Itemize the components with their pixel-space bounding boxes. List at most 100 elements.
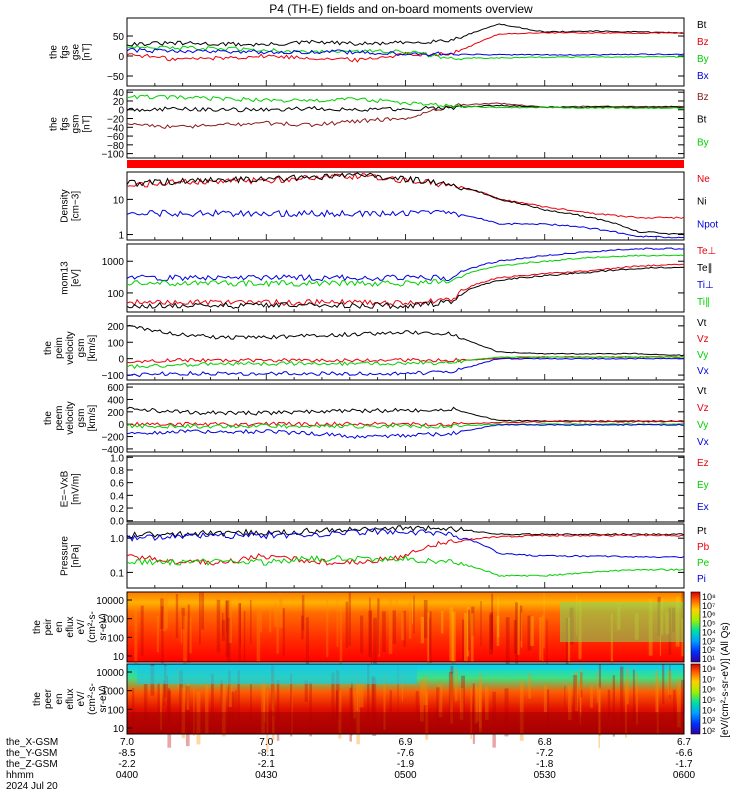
y-tick-label: 100 — [107, 289, 124, 300]
spectrogram-streak — [162, 592, 167, 632]
y-axis-label-line: [eV] — [71, 269, 82, 287]
spectrogram-streak — [216, 599, 221, 653]
spectrogram-streak — [436, 687, 441, 729]
spectrogram-streak — [489, 612, 493, 650]
spectrogram-streak — [269, 604, 272, 633]
panel-fgs-gse: thefgsgse[nT] 50 0 −50 Bt Bz By Bx — [49, 17, 709, 87]
spectrogram-streak — [304, 680, 308, 702]
spectrogram-streak — [636, 673, 638, 725]
y-axis-label-line: gsm — [76, 409, 87, 428]
colorbar-tick-label: 10⁷ — [702, 674, 715, 684]
y-axis-label-line: Pressure — [60, 536, 71, 576]
spectrogram-streak — [413, 595, 415, 634]
spectrogram-streak — [161, 606, 164, 664]
panel-pressure: Pressure[nPa] 1.0 0.1 Pt Pb Pe Pi — [60, 523, 710, 589]
spectrogram-streak — [515, 602, 518, 664]
y-axis-label-line: the — [32, 620, 43, 634]
spectrogram-streak — [429, 611, 432, 664]
spectrogram-streak — [519, 680, 524, 741]
spectrogram-streak — [546, 619, 548, 674]
spectrogram-streak — [260, 608, 262, 633]
y-axis-label-line: (cm²-s- — [87, 611, 98, 643]
spectrogram-streak — [565, 618, 569, 671]
spectrogram-streak — [282, 608, 285, 656]
y-axis-label: thepeimvelocitygsm[km/s] — [43, 331, 98, 364]
legend-green: By — [697, 54, 709, 65]
spectrogram-streak — [395, 594, 398, 617]
spectrogram-streak — [211, 673, 214, 723]
x-axis-labels: 7.0 7.0 6.9 6.8 6.7 -8.5 -8.1 -7.6 -7.2 -6.6 -2.2 -… — [6, 622, 731, 792]
date-label: 2024 Jul 20 — [6, 781, 58, 792]
spectrogram-streak — [450, 665, 454, 715]
legend-black: Vt — [697, 386, 707, 397]
series-green-line — [126, 554, 685, 577]
spectrogram-streak — [476, 687, 480, 722]
spectrogram-streak — [403, 610, 406, 647]
spectrogram-streak — [235, 690, 237, 713]
legend-red: Ez — [697, 458, 709, 469]
x-gsm-tick-label: -6.6 — [675, 748, 693, 759]
y-axis-label-line: sr-eV) — [98, 685, 109, 712]
series-black-line — [126, 104, 685, 113]
colorbar-tick-label: 10⁶ — [702, 610, 716, 620]
series-red-line — [126, 31, 685, 63]
x-axis-row-label: the_Z-GSM — [6, 759, 58, 770]
spectrogram-streak — [389, 690, 392, 712]
spectrogram-streak — [461, 675, 465, 720]
spectrogram-streak — [474, 684, 478, 724]
spectrogram-streak — [160, 683, 162, 731]
spectrogram-region — [560, 602, 684, 642]
y-axis-label: E=−VxB[mV/m] — [60, 470, 82, 507]
y-tick-label: 0 — [118, 355, 124, 366]
colorbar-tick-label: 10⁸ — [702, 592, 716, 602]
y-axis-label-line: [mV/m] — [71, 473, 82, 505]
colorbar-tick-label: 10⁵ — [702, 619, 716, 629]
legend-black: Pt — [697, 526, 707, 537]
x-gsm-tick-label: -8.5 — [118, 748, 136, 759]
spectrogram-streak — [598, 686, 601, 737]
spectrogram-streak — [175, 594, 179, 638]
legend-black: Bt — [697, 115, 707, 126]
y-tick-label: 200 — [107, 322, 124, 333]
y-axis-label: thepeemvelocitygsm[km/s] — [43, 401, 98, 434]
spectrogram-streak — [335, 669, 340, 720]
legend-green: By — [697, 137, 709, 148]
spectrogram-streak — [378, 599, 381, 657]
spectrogram-streak — [339, 608, 343, 667]
spectrogram-streak — [187, 604, 190, 663]
y-tick-label: −100 — [101, 371, 124, 382]
time-tick-label: 0530 — [534, 770, 557, 781]
spectrogram-streak — [543, 592, 545, 649]
spectrogram-streak — [360, 615, 364, 654]
spectrogram-streak — [489, 614, 493, 655]
y-tick-label: 100 — [107, 705, 124, 716]
panel-frame — [126, 591, 685, 663]
colorbar-tick-label: 10⁵ — [702, 695, 716, 705]
spectrogram-streak — [220, 680, 223, 718]
spectrogram-streak — [464, 612, 468, 661]
spectrogram-region — [137, 666, 417, 684]
figure-title: P4 (TH-E) fields and on-board moments ov… — [269, 2, 533, 16]
y-tick-label: 1 — [118, 231, 124, 242]
y-tick-label: 10000 — [96, 668, 124, 679]
series-red-line — [126, 263, 685, 307]
legend-red: Vz — [697, 403, 709, 414]
spectrogram-streak — [221, 684, 226, 737]
y-axis-label-line: the — [43, 411, 54, 425]
spectrogram-streak — [261, 680, 265, 734]
spectrogram-streak — [669, 665, 671, 699]
z-gsm-tick-label: 6.7 — [677, 737, 691, 748]
panel-frame — [126, 455, 685, 523]
spectrogram-streak — [193, 687, 195, 737]
spectrogram-streak — [372, 677, 377, 736]
y-axis-label-line: Density — [60, 189, 71, 222]
y-axis-label-line: E=−VxB — [60, 470, 71, 507]
y-axis-label: thefgsgse[nT] — [49, 43, 93, 60]
spectrogram-streak — [579, 682, 581, 725]
y-tick-label: −100 — [101, 150, 124, 161]
spectrogram-streak — [580, 672, 583, 698]
z-gsm-tick-label: 7.0 — [259, 737, 273, 748]
spectrogram-streak — [331, 672, 335, 724]
spectrogram-streak — [263, 683, 266, 723]
